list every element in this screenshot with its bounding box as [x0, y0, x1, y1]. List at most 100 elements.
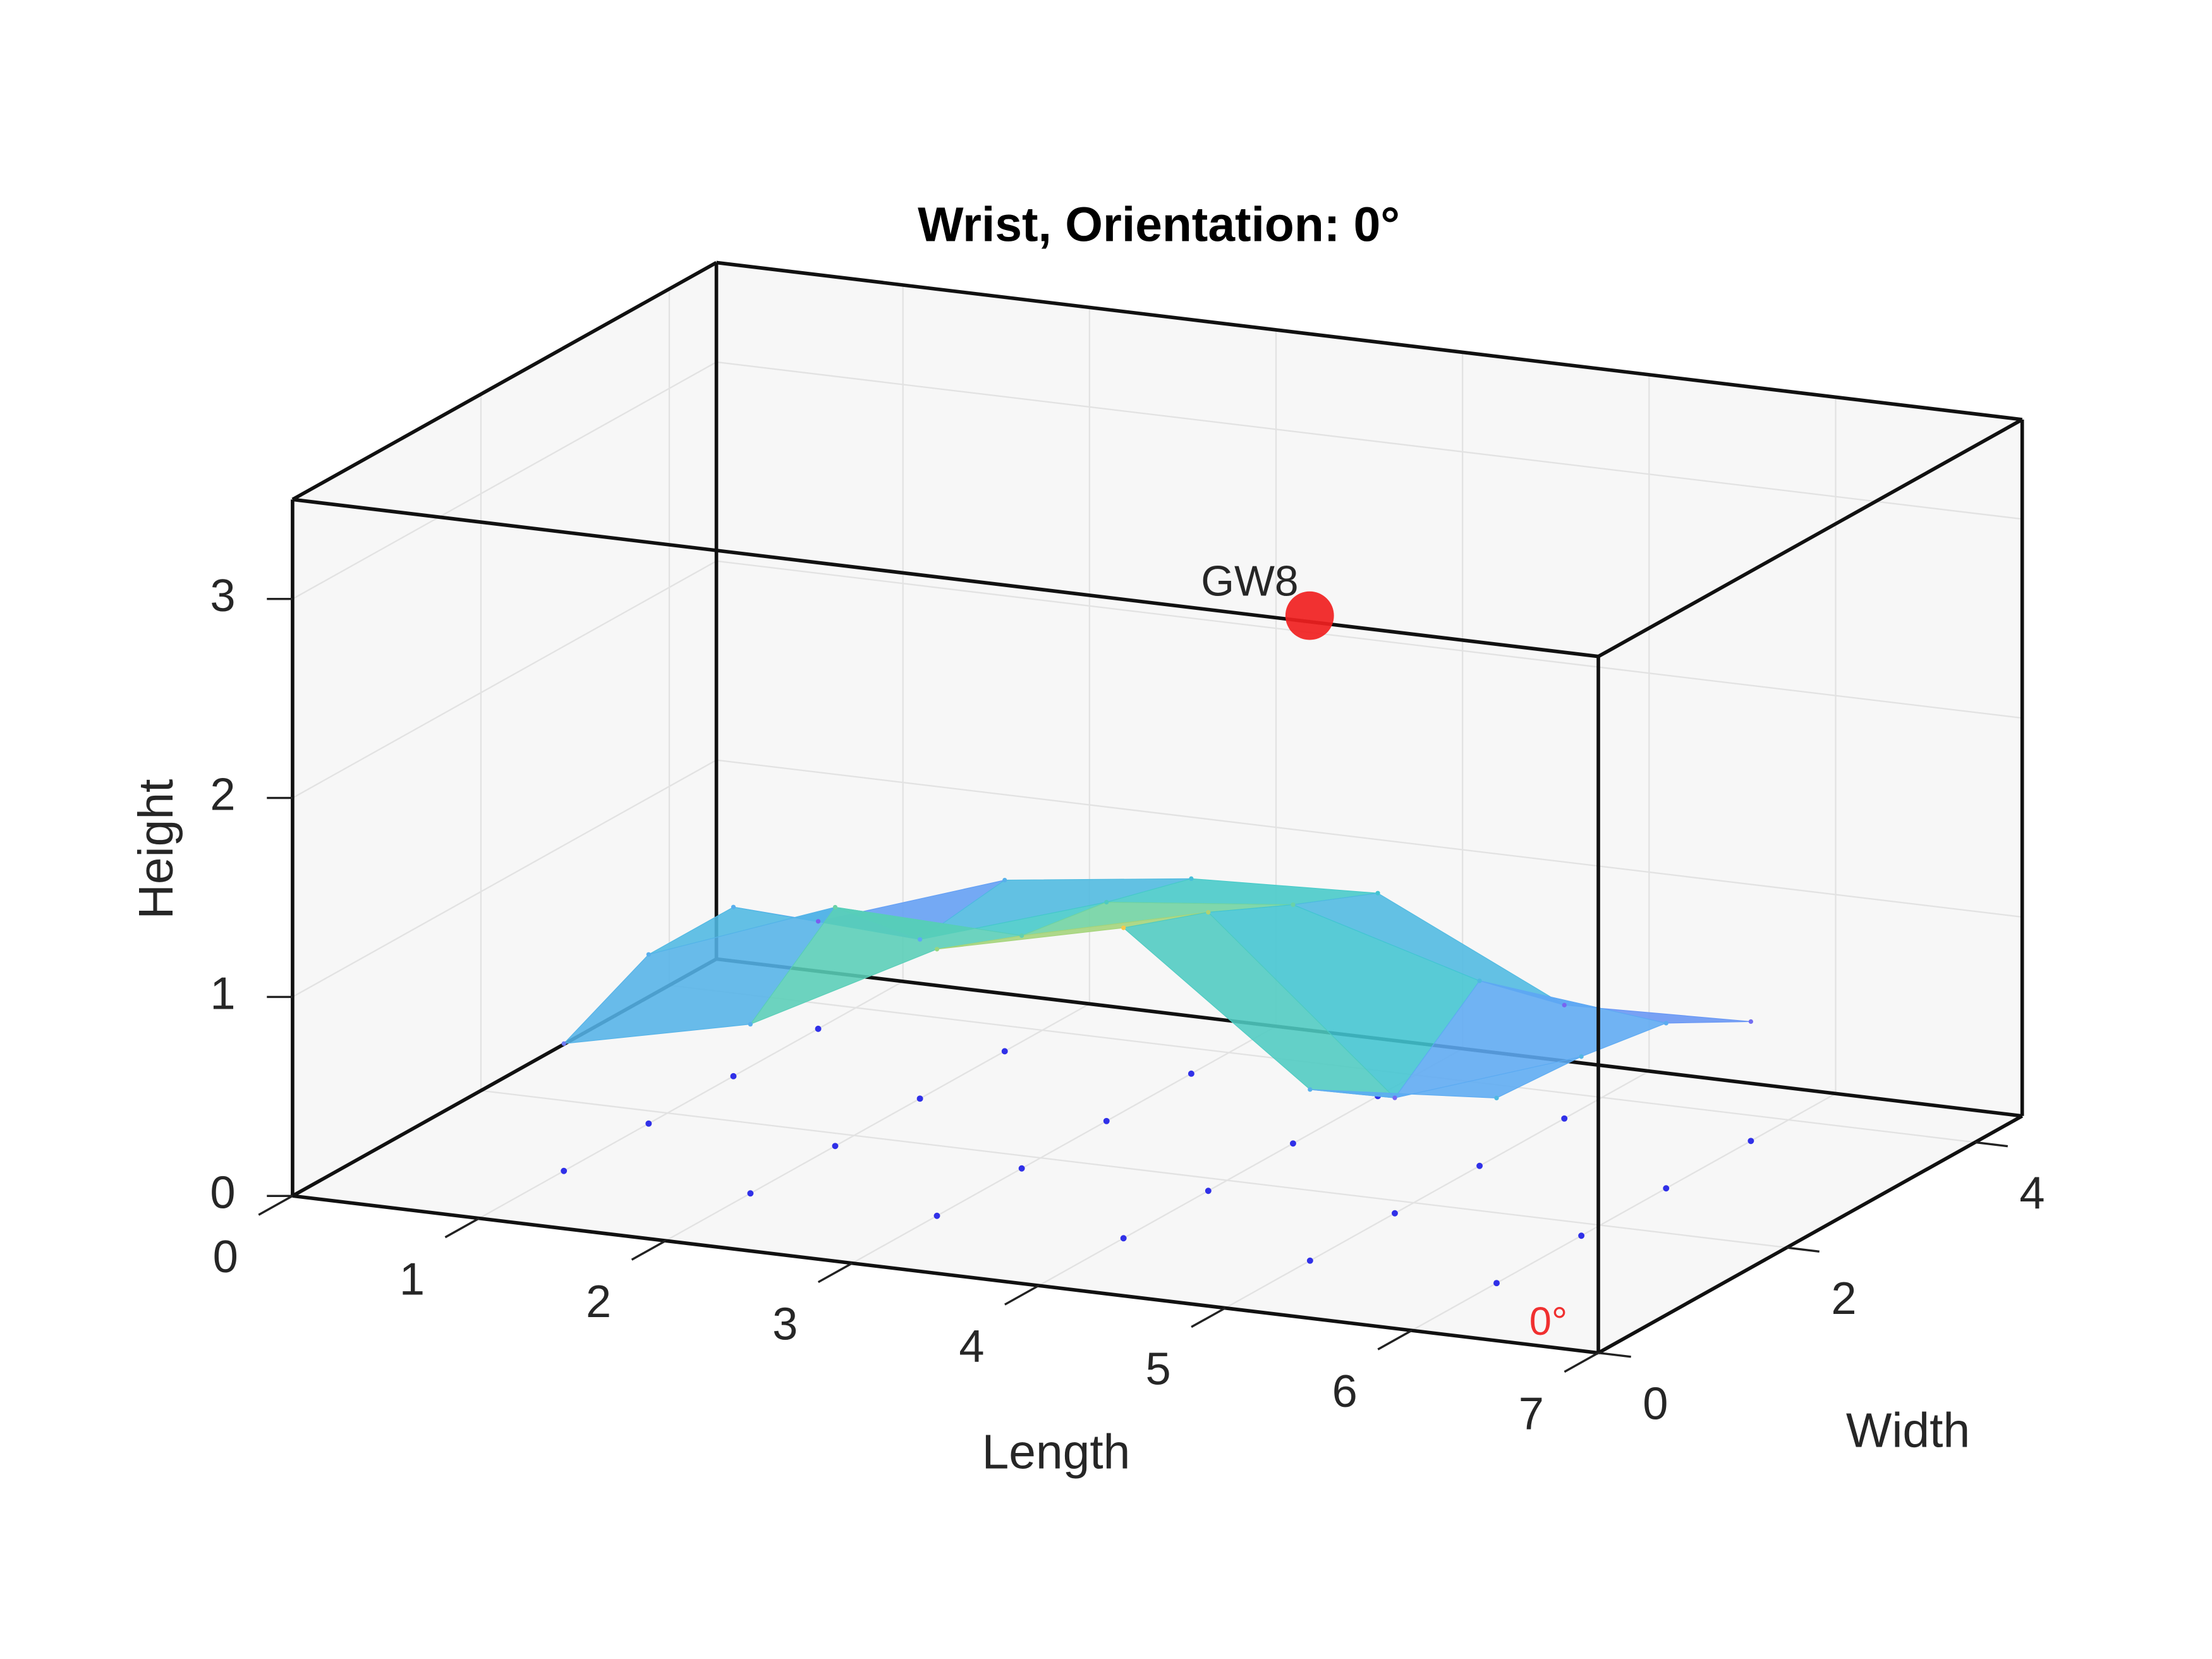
floor-point [561, 1167, 568, 1174]
grid-line [716, 361, 2022, 520]
surface-point [1308, 1087, 1313, 1092]
floor-point [730, 1073, 737, 1079]
x-tick [817, 1262, 853, 1284]
highlight-point [1285, 591, 1334, 640]
floor-point [1476, 1162, 1483, 1169]
x-tick [1004, 1284, 1040, 1306]
z-axis-label: Height [130, 779, 183, 920]
surface-point [934, 947, 940, 952]
y-tick-label: 4 [2019, 1168, 2045, 1218]
floor-point [1306, 1257, 1313, 1264]
z-tick-label: 1 [210, 968, 235, 1019]
floor-point [916, 1095, 923, 1102]
box-edge [292, 1194, 1599, 1355]
grid-line [1411, 1093, 1837, 1332]
box-edge [1597, 1114, 2024, 1355]
x-tick-label: 2 [586, 1277, 611, 1327]
z-tick-label: 3 [210, 571, 235, 621]
surface-point [1206, 909, 1211, 915]
surface-point [1291, 902, 1296, 908]
x-tick [1564, 1352, 1599, 1373]
surface-point [1392, 1095, 1397, 1100]
x-tick-label: 4 [959, 1322, 984, 1372]
surface-point [1002, 877, 1007, 883]
surface-point [1121, 925, 1126, 930]
grid-line [1225, 1070, 1650, 1309]
grid-line [292, 361, 717, 600]
surface-point [561, 1041, 566, 1046]
floor-point [645, 1120, 652, 1127]
surface-point [1663, 1021, 1668, 1026]
box-edge [716, 260, 2023, 422]
surface-point [748, 1022, 753, 1027]
x-tick [1191, 1307, 1226, 1328]
y-axis-label: Width [1846, 1404, 1970, 1458]
chart-title: Wrist, Orientation: 0° [918, 198, 1400, 252]
surface-point [1477, 978, 1482, 983]
z-tick-label: 0 [210, 1167, 235, 1218]
y-tick-label: 0 [1643, 1379, 1668, 1430]
x-tick-label: 0 [213, 1232, 238, 1282]
surface-point [1019, 933, 1024, 939]
surface-point [1748, 1019, 1753, 1024]
floor-point [747, 1190, 754, 1197]
floor-point [1493, 1280, 1500, 1287]
box-edge [1597, 418, 2024, 659]
x-tick [631, 1239, 667, 1261]
box-edge [291, 261, 717, 501]
floor-point [933, 1212, 940, 1219]
side-wall [292, 262, 717, 1196]
x-tick [258, 1194, 293, 1216]
floor-point [1289, 1140, 1296, 1147]
x-tick-label: 3 [772, 1299, 798, 1349]
surface-point [1579, 1054, 1584, 1059]
x-tick-label: 7 [1519, 1389, 1544, 1439]
floor-point [1001, 1048, 1008, 1055]
surface-point [731, 904, 736, 909]
box-edge [292, 497, 1599, 659]
y-tick-label: 2 [1831, 1273, 1856, 1324]
z-tick-label: 2 [210, 770, 235, 820]
surface-point [1375, 890, 1380, 896]
x-tick-label: 6 [1332, 1366, 1358, 1417]
surface-point [1562, 1002, 1567, 1007]
floor-point [1018, 1165, 1025, 1172]
floor-point [1188, 1070, 1194, 1077]
surface-point [1189, 876, 1194, 881]
surface-point [1494, 1095, 1499, 1101]
grid-line [851, 1025, 1277, 1264]
x-tick-label: 1 [399, 1254, 425, 1304]
floor [292, 959, 2022, 1353]
point-label: GW8 [1201, 557, 1298, 605]
x-axis-label: Length [982, 1426, 1131, 1480]
grid-line [716, 560, 2022, 719]
y-tick [1786, 1246, 1820, 1253]
surface-point [815, 919, 821, 924]
annotation: 0° [1529, 1299, 1567, 1344]
grid-line [292, 560, 717, 799]
floor-point [1205, 1188, 1212, 1194]
surface-point [1104, 899, 1109, 905]
surface-point [832, 904, 838, 910]
grid-line [292, 759, 717, 998]
floor-point [1663, 1185, 1670, 1192]
grid-line [480, 1090, 1787, 1249]
grid-line [478, 980, 904, 1219]
x-tick [444, 1217, 480, 1239]
floor-point [815, 1025, 822, 1032]
grid-line [665, 1003, 1090, 1242]
x-tick [1377, 1329, 1413, 1351]
floor-point [1120, 1235, 1127, 1242]
floor-point [1392, 1210, 1398, 1217]
floor-point [1561, 1115, 1568, 1122]
y-tick [1974, 1141, 2008, 1148]
y-tick [1598, 1351, 1631, 1358]
floor-point [1747, 1138, 1754, 1145]
floor-point [1103, 1117, 1110, 1124]
grid-line [716, 759, 2022, 918]
x-tick-label: 5 [1145, 1344, 1170, 1394]
floor-point [1578, 1232, 1585, 1239]
surface-point [918, 937, 923, 942]
surface-point [646, 952, 651, 957]
